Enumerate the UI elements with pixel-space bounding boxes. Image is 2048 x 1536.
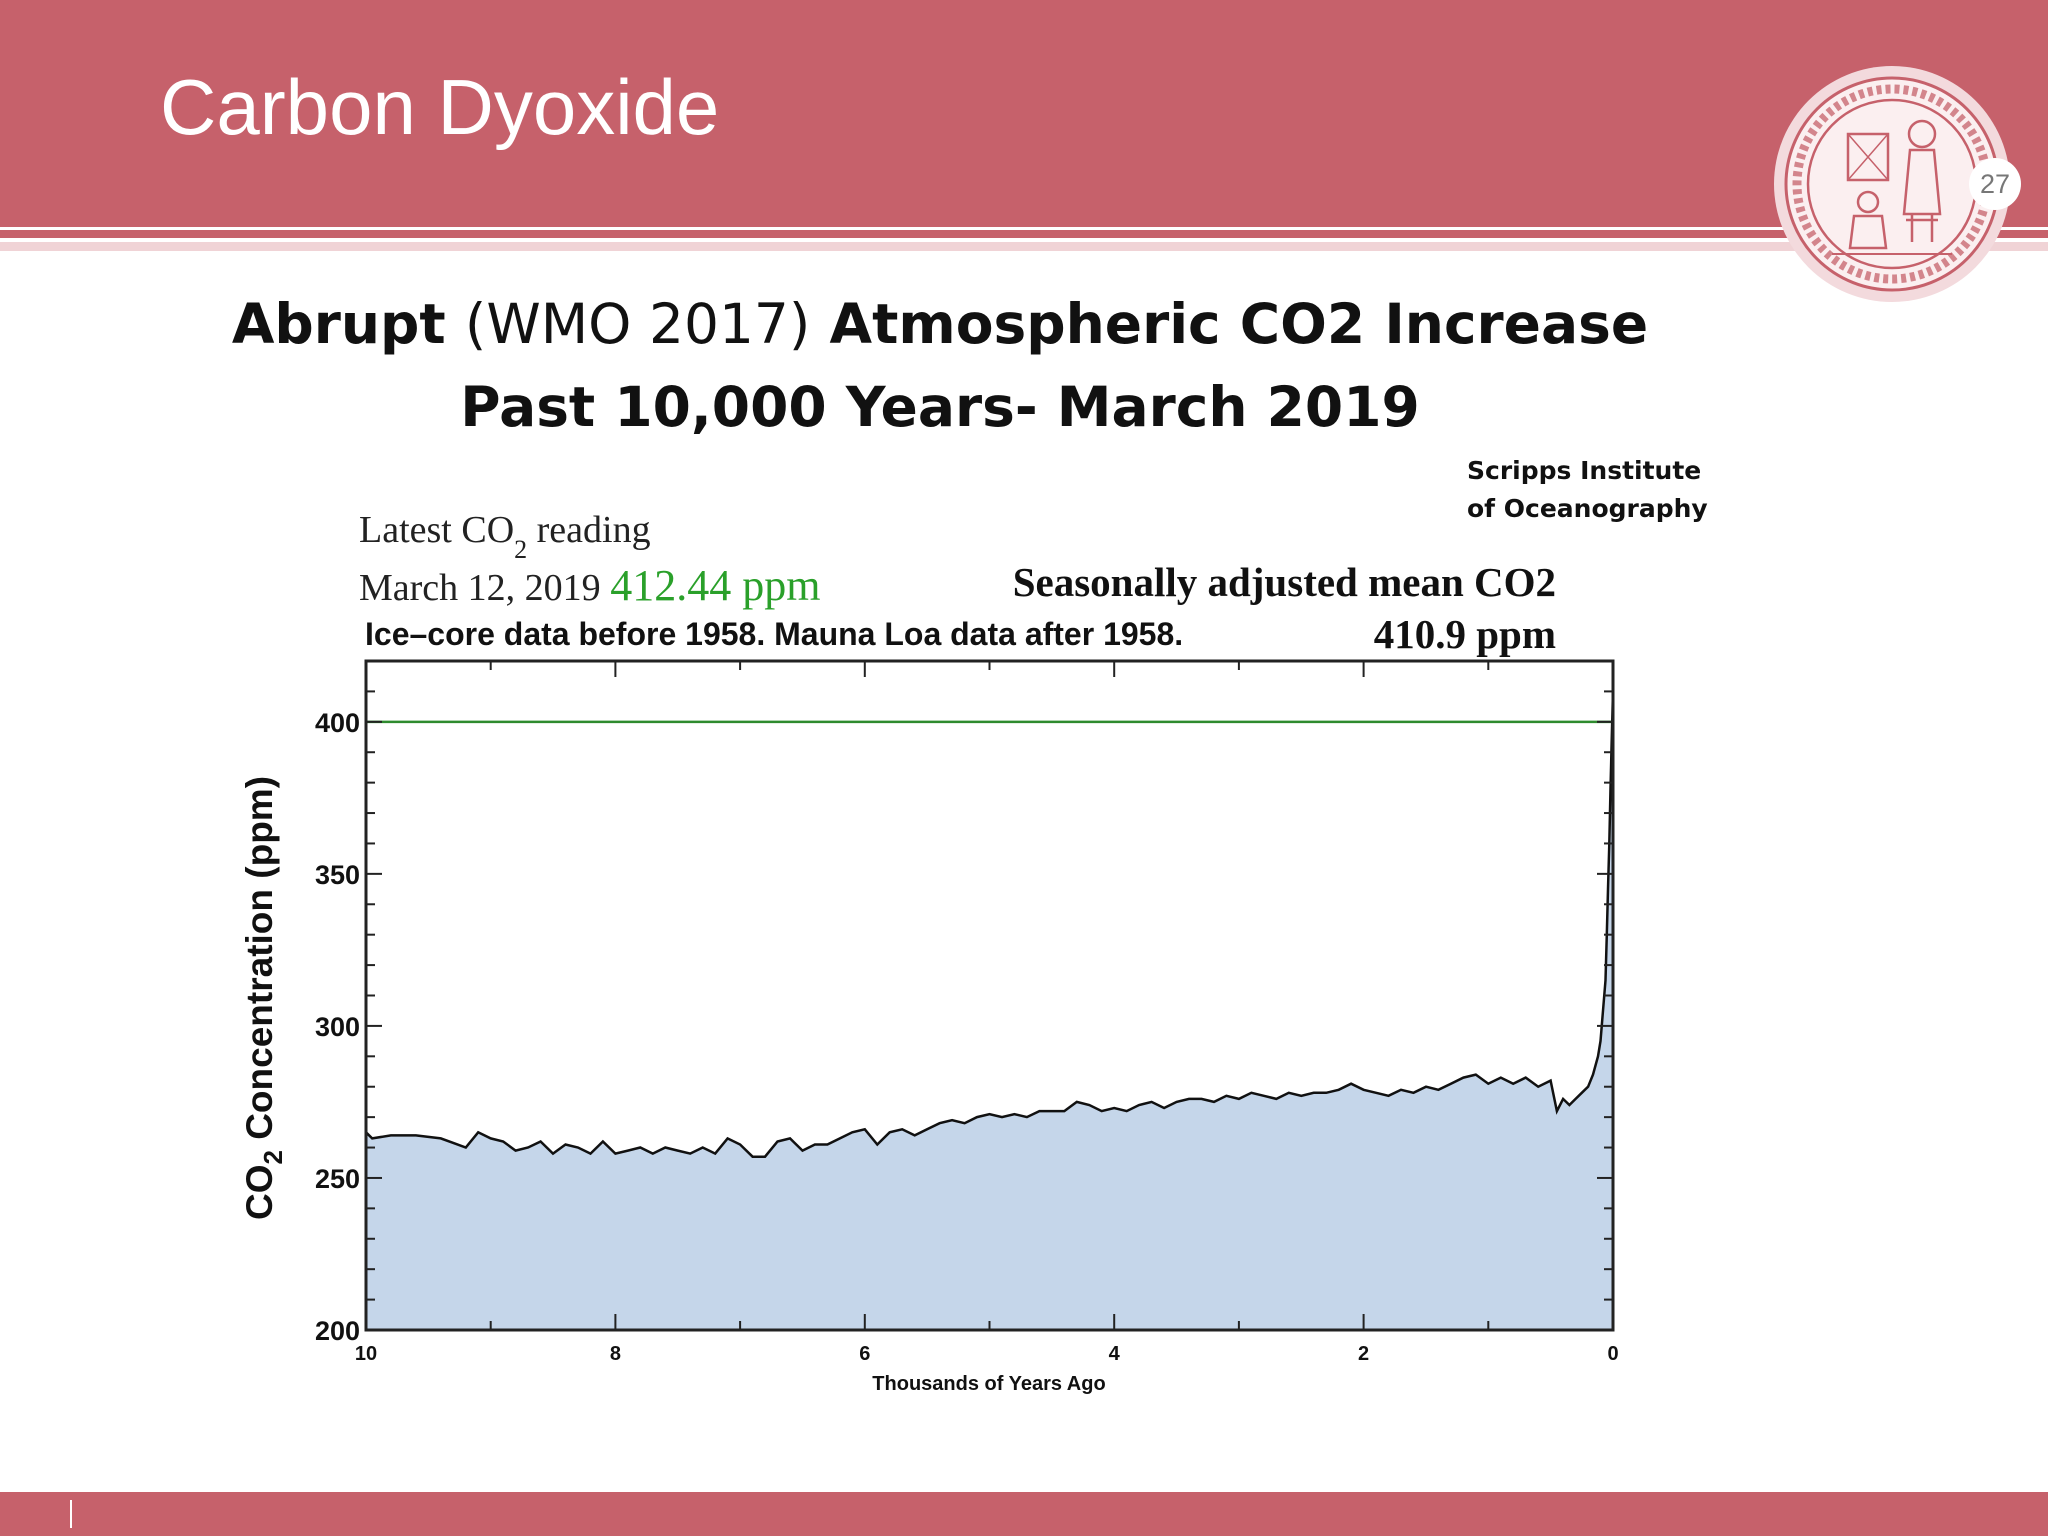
x-tick-label: 4 — [1109, 1343, 1121, 1365]
header-band — [0, 0, 2048, 227]
figure-title-wmo: (WMO 2017) — [464, 292, 811, 356]
data-source-note: Ice–core data before 1958. Mauna Loa dat… — [365, 616, 1184, 652]
latest-label-a: Latest CO — [359, 509, 515, 551]
y-tick-labels: 200 250 300 350 400 — [315, 708, 360, 1346]
x-tick-label: 8 — [610, 1343, 621, 1365]
x-tick-label: 10 — [355, 1343, 377, 1365]
y-label-sub: 2 — [258, 1150, 288, 1164]
x-tick-label: 2 — [1358, 1343, 1369, 1365]
source-line-1: Scripps Institute — [1467, 456, 1702, 485]
y-label-a: CO — [239, 1165, 280, 1221]
latest-label-b: reading — [527, 509, 651, 551]
header-stripe — [0, 230, 2048, 238]
figure-title-line-2: Past 10,000 Years- March 2019 — [460, 375, 1420, 439]
x-tick-label: 0 — [1607, 1343, 1618, 1365]
latest-date: March 12, 2019 — [359, 567, 601, 609]
y-axis-label: CO2 Concentration (ppm) — [239, 776, 288, 1220]
source-credit: Scripps Institute of Oceanography — [1467, 452, 1708, 528]
seasonal-label: Seasonally adjusted mean CO2 — [1012, 559, 1556, 605]
plot-frame — [364, 659, 1615, 1332]
slide-title: Carbon Dyoxide — [160, 63, 720, 151]
y-tick-label: 400 — [315, 708, 360, 738]
y-tick-label: 300 — [315, 1012, 360, 1042]
figure-title-increase: Atmospheric CO2 Increase — [829, 292, 1649, 356]
header-stripe-light — [0, 242, 2048, 251]
y-label-b: Concentration (ppm) — [239, 776, 280, 1150]
x-tick-labels: 10 8 6 4 2 0 — [355, 1343, 1619, 1365]
figure-title-line-1: Abrupt (WMO 2017) Atmospheric CO2 Increa… — [200, 292, 1680, 356]
latest-value: 412.44 ppm — [610, 561, 821, 610]
latest-label-sub: 2 — [514, 535, 528, 564]
page-number: 27 — [1969, 158, 2021, 210]
y-tick-label: 350 — [315, 860, 360, 890]
seasonal-value: 410.9 ppm — [1373, 611, 1556, 657]
university-seal-logo — [1774, 66, 2010, 302]
figure-title-abrupt: Abrupt — [231, 292, 446, 356]
latest-reading-label: Latest CO2 reading — [359, 508, 651, 564]
co2-chart: 10 8 6 4 2 0 200 250 300 350 400 Thousands of Yea… — [239, 659, 1619, 1395]
footer-band — [0, 1492, 2048, 1536]
source-line-2: of Oceanography — [1467, 494, 1708, 523]
co2-area-fill — [366, 691, 1613, 1330]
latest-reading-value: March 12, 2019 412.44 ppm — [359, 560, 820, 611]
x-tick-label: 6 — [859, 1343, 870, 1365]
footer-divider — [70, 1500, 72, 1528]
x-axis-label: Thousands of Years Ago — [872, 1373, 1105, 1395]
y-tick-label: 250 — [315, 1164, 360, 1194]
co2-series-line — [365, 691, 1615, 1158]
y-tick-label: 200 — [315, 1316, 360, 1346]
